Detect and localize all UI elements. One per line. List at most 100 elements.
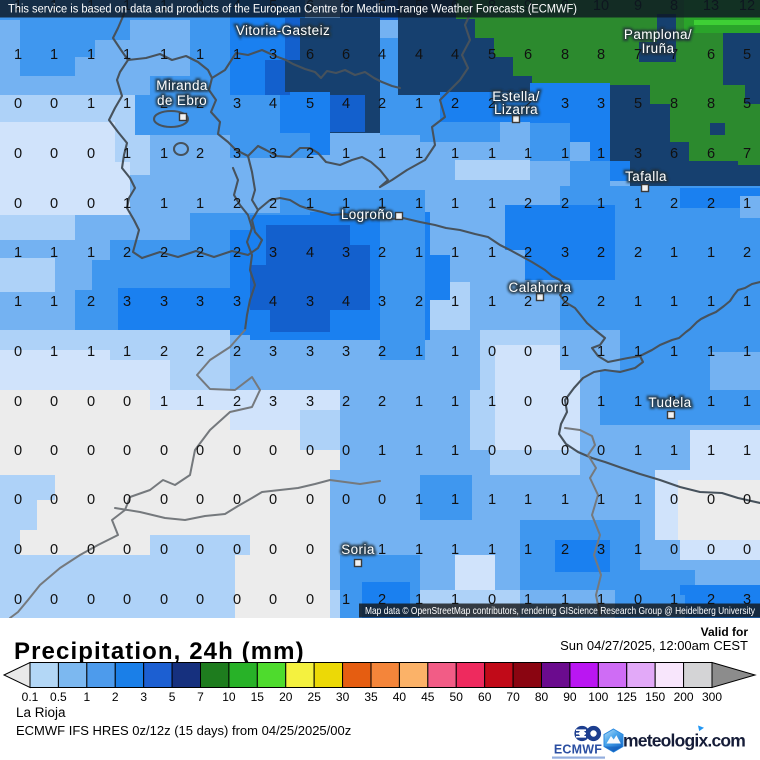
svg-text:4: 4 <box>451 47 459 63</box>
svg-text:7: 7 <box>670 47 678 63</box>
svg-text:2: 2 <box>233 245 241 261</box>
svg-text:0: 0 <box>160 542 168 558</box>
svg-text:6: 6 <box>342 47 350 63</box>
svg-text:3: 3 <box>306 294 314 310</box>
svg-text:0: 0 <box>561 394 569 410</box>
svg-text:1: 1 <box>634 542 642 558</box>
svg-text:2: 2 <box>196 146 204 162</box>
svg-text:4: 4 <box>342 96 350 112</box>
svg-text:0: 0 <box>670 492 678 508</box>
svg-text:1: 1 <box>707 443 715 459</box>
svg-text:1: 1 <box>488 394 496 410</box>
svg-text:0: 0 <box>233 492 241 508</box>
svg-text:1: 1 <box>415 196 423 212</box>
svg-text:1: 1 <box>160 146 168 162</box>
svg-text:5: 5 <box>306 96 314 112</box>
svg-text:1: 1 <box>488 294 496 310</box>
svg-text:1: 1 <box>451 294 459 310</box>
svg-text:2: 2 <box>196 245 204 261</box>
svg-text:0: 0 <box>87 196 95 212</box>
svg-text:2: 2 <box>123 245 131 261</box>
svg-text:0: 0 <box>196 492 204 508</box>
svg-text:3: 3 <box>123 294 131 310</box>
svg-text:5: 5 <box>488 47 496 63</box>
svg-text:Tafalla: Tafalla <box>625 169 667 184</box>
svg-text:0: 0 <box>196 592 204 608</box>
svg-text:1: 1 <box>488 196 496 212</box>
svg-text:1: 1 <box>87 344 95 360</box>
svg-text:2: 2 <box>269 196 277 212</box>
svg-text:5: 5 <box>743 96 751 112</box>
svg-text:2: 2 <box>233 196 241 212</box>
svg-text:25: 25 <box>308 690 322 704</box>
svg-text:0: 0 <box>524 344 532 360</box>
svg-text:Calahorra: Calahorra <box>509 280 572 295</box>
svg-text:0: 0 <box>14 542 22 558</box>
svg-text:1: 1 <box>707 294 715 310</box>
svg-text:0: 0 <box>160 492 168 508</box>
svg-text:1: 1 <box>451 196 459 212</box>
svg-text:1: 1 <box>160 196 168 212</box>
svg-text:8: 8 <box>597 47 605 63</box>
svg-text:1: 1 <box>196 47 204 63</box>
svg-text:1: 1 <box>561 492 569 508</box>
svg-text:0: 0 <box>123 592 131 608</box>
svg-text:0: 0 <box>123 394 131 410</box>
svg-text:1: 1 <box>378 443 386 459</box>
svg-text:2: 2 <box>743 245 751 261</box>
svg-text:3: 3 <box>561 245 569 261</box>
svg-text:1: 1 <box>415 344 423 360</box>
svg-text:1: 1 <box>561 344 569 360</box>
svg-text:7: 7 <box>197 690 204 704</box>
svg-text:35: 35 <box>364 690 378 704</box>
svg-text:0: 0 <box>269 592 277 608</box>
svg-text:0: 0 <box>342 542 350 558</box>
svg-text:Estella/: Estella/ <box>492 89 539 104</box>
svg-text:40: 40 <box>393 690 407 704</box>
svg-text:1: 1 <box>415 245 423 261</box>
svg-text:100: 100 <box>588 690 608 704</box>
svg-text:Vitoria-Gasteiz: Vitoria-Gasteiz <box>236 23 330 38</box>
svg-text:6: 6 <box>670 146 678 162</box>
svg-text:1: 1 <box>50 344 58 360</box>
svg-text:1: 1 <box>670 394 678 410</box>
svg-text:2: 2 <box>378 245 386 261</box>
svg-text:0: 0 <box>160 592 168 608</box>
svg-text:0: 0 <box>196 443 204 459</box>
svg-text:3: 3 <box>378 294 386 310</box>
svg-text:1: 1 <box>342 146 350 162</box>
svg-text:3: 3 <box>306 394 314 410</box>
svg-text:80: 80 <box>535 690 549 704</box>
svg-text:2: 2 <box>524 196 532 212</box>
svg-text:0: 0 <box>306 592 314 608</box>
svg-text:1: 1 <box>488 492 496 508</box>
svg-text:2: 2 <box>87 294 95 310</box>
svg-text:3: 3 <box>269 394 277 410</box>
svg-text:1: 1 <box>707 344 715 360</box>
svg-text:Logroño: Logroño <box>341 207 393 222</box>
svg-text:0: 0 <box>269 542 277 558</box>
svg-text:1: 1 <box>123 47 131 63</box>
svg-text:ECMWF: ECMWF <box>554 743 602 757</box>
svg-text:0: 0 <box>342 443 350 459</box>
svg-text:Soria: Soria <box>341 542 375 557</box>
svg-text:0: 0 <box>87 146 95 162</box>
svg-text:1: 1 <box>743 344 751 360</box>
svg-text:de Ebro: de Ebro <box>157 93 207 108</box>
svg-text:1: 1 <box>451 245 459 261</box>
svg-text:0: 0 <box>50 492 58 508</box>
svg-text:2: 2 <box>160 96 168 112</box>
svg-text:1: 1 <box>415 492 423 508</box>
svg-text:1: 1 <box>451 146 459 162</box>
svg-text:0: 0 <box>342 492 350 508</box>
svg-text:Estella/: Estella/ <box>492 89 539 104</box>
svg-text:1: 1 <box>415 542 423 558</box>
svg-text:3: 3 <box>233 294 241 310</box>
svg-text:1: 1 <box>451 394 459 410</box>
svg-text:2: 2 <box>634 245 642 261</box>
svg-text:1: 1 <box>524 146 532 162</box>
svg-text:0: 0 <box>123 443 131 459</box>
svg-text:1: 1 <box>634 294 642 310</box>
svg-text:0: 0 <box>14 196 22 212</box>
svg-text:4: 4 <box>378 47 386 63</box>
